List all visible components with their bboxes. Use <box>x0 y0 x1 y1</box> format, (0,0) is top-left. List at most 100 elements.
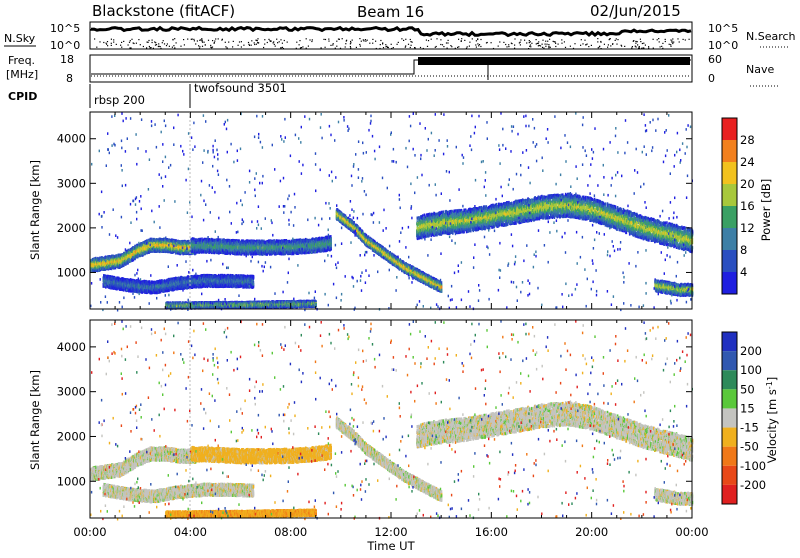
nsearch-dot <box>661 46 662 47</box>
nsearch-dot <box>457 47 458 48</box>
nsearch-dot <box>385 44 386 45</box>
nsearch-dot <box>672 38 673 39</box>
nsearch-dot <box>635 43 636 44</box>
nsearch-dot <box>372 39 373 40</box>
nsearch-dot <box>428 40 429 41</box>
nsearch-dot <box>201 38 202 39</box>
nsearch-dot <box>214 41 215 42</box>
nsearch-dot <box>205 44 206 45</box>
nsearch-dot <box>616 38 617 39</box>
nsearch-dot <box>662 48 663 49</box>
nsearch-dot <box>306 48 307 49</box>
nsearch-dot <box>268 39 269 40</box>
nsearch-dot <box>335 48 336 49</box>
nsearch-dot <box>214 42 215 43</box>
nsearch-dot <box>296 48 297 49</box>
nsearch-dot <box>493 48 494 49</box>
nsearch-dot <box>121 42 122 43</box>
nsearch-dot <box>332 44 333 45</box>
nsearch-dot <box>467 46 468 47</box>
nsearch-dot <box>670 44 671 45</box>
nsearch-dot <box>393 47 394 48</box>
nsearch-dot <box>635 41 636 42</box>
nsearch-dot <box>514 38 515 39</box>
nsearch-dot <box>411 45 412 46</box>
nsearch-dot <box>215 38 216 39</box>
nsearch-dot <box>212 40 213 41</box>
nsearch-dot <box>587 44 588 45</box>
nsearch-dot <box>610 45 611 46</box>
nsearch-dot <box>202 46 203 47</box>
nsearch-dot <box>312 39 313 40</box>
nsearch-dot <box>480 39 481 40</box>
nsearch-dot <box>359 38 360 39</box>
nsearch-dot <box>345 46 346 47</box>
nsearch-dot <box>277 42 278 43</box>
nsearch-dot <box>202 40 203 41</box>
nsearch-dot <box>420 47 421 48</box>
nave-tick-top: 60 <box>708 53 722 66</box>
nsearch-dot <box>300 47 301 48</box>
nsearch-dot <box>96 47 97 48</box>
nsearch-dot <box>308 46 309 47</box>
nsearch-dot <box>555 46 556 47</box>
nsearch-dot <box>549 39 550 40</box>
nsearch-dot <box>472 38 473 39</box>
nsearch-dot <box>447 48 448 49</box>
nsearch-dot <box>637 44 638 45</box>
nsearch-dot <box>111 45 112 46</box>
nsearch-dot <box>321 47 322 48</box>
nsearch-dot <box>672 43 673 44</box>
nsearch-dot <box>251 45 252 46</box>
nsearch-dot <box>536 43 537 44</box>
nsearch-dot <box>506 46 507 47</box>
nsearch-dot <box>107 45 108 46</box>
nsearch-dot <box>561 39 562 40</box>
nsearch-dot <box>548 47 549 48</box>
nsearch-dot <box>164 43 165 44</box>
nsearch-dot <box>264 44 265 45</box>
nsearch-dot <box>147 42 148 43</box>
nsearch-dot <box>342 38 343 39</box>
nsearch-dot <box>555 43 556 44</box>
nsearch-dot <box>241 41 242 42</box>
nsearch-dot <box>103 42 104 43</box>
nsearch-dot <box>547 41 548 42</box>
nsearch-dot <box>163 40 164 41</box>
nsearch-dot <box>94 38 95 39</box>
nsearch-dot <box>565 47 566 48</box>
nsearch-dot <box>624 46 625 47</box>
freq-tick-top: 18 <box>60 53 74 66</box>
nsearch-dot <box>642 43 643 44</box>
cpid-row: CPID rbsp 200 twofsound 3501 <box>8 81 287 108</box>
nsearch-dot <box>458 46 459 47</box>
nsearch-dot <box>412 42 413 43</box>
nsearch-dot <box>536 39 537 40</box>
nsearch-dot <box>339 39 340 40</box>
nsearch-dot <box>524 40 525 41</box>
nsearch-dot <box>672 42 673 43</box>
nave-tick-bottom: 0 <box>708 72 715 85</box>
nsearch-dot <box>180 46 181 47</box>
nsearch-dot <box>284 40 285 41</box>
nsearch-dot <box>133 42 134 43</box>
nsearch-dot <box>380 40 381 41</box>
nsearch-dot <box>633 41 634 42</box>
nsearch-dot <box>309 39 310 40</box>
nsearch-dot <box>538 45 539 46</box>
nsearch-dot <box>528 48 529 49</box>
nsearch-dot <box>287 42 288 43</box>
nsearch-dot <box>160 46 161 47</box>
nsearch-dot <box>530 44 531 45</box>
nsearch-dot <box>153 48 154 49</box>
nsearch-dot <box>607 47 608 48</box>
nsearch-dot <box>648 46 649 47</box>
nsearch-dot <box>328 41 329 42</box>
nsearch-dot <box>264 39 265 40</box>
nsearch-dot <box>477 43 478 44</box>
nsearch-dot <box>480 46 481 47</box>
nave-label: Nave <box>746 63 774 76</box>
nsearch-dot <box>210 45 211 46</box>
nsearch-dot <box>447 42 448 43</box>
nsearch-dot <box>564 41 565 42</box>
